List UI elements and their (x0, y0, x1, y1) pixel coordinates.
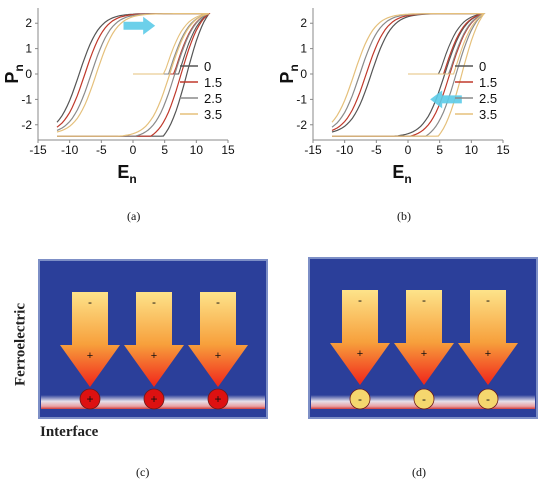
polarization-arrow (330, 290, 390, 385)
x-tick-label: -10 (61, 143, 79, 157)
x-tick-label: 0 (405, 143, 412, 157)
arrow-tail-sign: - (152, 295, 156, 309)
x-tick-label: 10 (465, 143, 479, 157)
y-tick-label: 0 (300, 67, 307, 81)
polarization-arrow (188, 292, 248, 387)
interface-charge-sign: + (214, 392, 221, 406)
interface-charge (349, 388, 371, 410)
y-tick-label: -1 (21, 92, 32, 106)
x-tick-label: -15 (304, 143, 322, 157)
y-axis-label-sub: n (12, 64, 26, 71)
arrow-head-sign: + (87, 350, 93, 362)
y-axis-label: Pn (277, 64, 301, 83)
y-tick-label: 0 (25, 67, 32, 81)
arrow-tail-sign: - (216, 295, 220, 309)
y-tick-label: -1 (296, 92, 307, 106)
interface-charge (79, 388, 101, 410)
interface-charge (413, 388, 435, 410)
legend-label: 1.5 (479, 75, 497, 90)
x-tick-label: 15 (496, 143, 510, 157)
series-initial-3_5 (133, 13, 210, 75)
arrow-head-sign: + (215, 350, 221, 362)
y-tick-label: -2 (21, 118, 32, 132)
interface-charge (143, 388, 165, 410)
y-axis-label-main: P (277, 72, 297, 84)
x-axis-label-sub: n (129, 172, 136, 186)
legend-label: 3.5 (479, 107, 497, 122)
interface-label: Interface (40, 424, 99, 440)
polarization-schematic-c: - + - + - + + + + (38, 259, 268, 419)
trend-arrow (430, 90, 462, 109)
interface-charge (477, 388, 499, 410)
x-tick-label: -15 (29, 143, 47, 157)
ferroelectric-label: Ferroelectric (12, 303, 29, 386)
y-tick-label: 2 (25, 16, 32, 30)
caption-c: (c) (136, 465, 150, 479)
legend-label: 1.5 (204, 75, 222, 90)
x-tick-label: 15 (221, 143, 235, 157)
caption-a: (a) (127, 209, 141, 223)
y-axis-label: Pn (2, 64, 26, 83)
x-axis-label: En (392, 162, 411, 186)
x-axis-label-main: E (392, 162, 404, 182)
polarization-arrow (124, 292, 184, 387)
arrow-tail-sign: - (88, 295, 92, 309)
polarization-arrow (394, 290, 454, 385)
y-axis-label-main: P (2, 72, 22, 84)
arrow-tail-sign: - (422, 293, 426, 307)
polarization-arrow (60, 292, 120, 387)
x-tick-label: -10 (336, 143, 354, 157)
polarization-schematic-d: - + - + - + - - - (308, 257, 538, 419)
interface-charge-sign: - (486, 392, 490, 406)
x-tick-label: 10 (190, 143, 204, 157)
legend-label: 0 (204, 59, 211, 74)
x-axis-label: En (117, 162, 136, 186)
y-axis-label-sub: n (287, 64, 301, 71)
caption-d: (d) (412, 465, 426, 479)
x-axis-label-main: E (117, 162, 129, 182)
legend-label: 2.5 (204, 91, 222, 106)
interface-charge (207, 388, 229, 410)
legend-label: 2.5 (479, 91, 497, 106)
arrow-head-sign: + (151, 350, 157, 362)
x-tick-label: 5 (436, 143, 443, 157)
legend-label: 0 (479, 59, 486, 74)
x-tick-label: 5 (161, 143, 168, 157)
arrow-head-sign: + (485, 348, 491, 360)
interface-charge-sign: - (422, 392, 426, 406)
arrow-tail-sign: - (486, 293, 490, 307)
x-tick-label: -5 (371, 143, 382, 157)
trend-arrow (123, 16, 156, 35)
series-initial-1_5 (408, 13, 485, 75)
interface-charge-sign: + (150, 392, 157, 406)
y-tick-label: 2 (300, 16, 307, 30)
polarization-arrow (458, 290, 518, 385)
y-tick-label: -2 (296, 118, 307, 132)
arrow-head-sign: + (421, 348, 427, 360)
x-tick-label: -5 (96, 143, 107, 157)
x-tick-label: 0 (130, 143, 137, 157)
interface-charge-sign: - (358, 392, 362, 406)
caption-b: (b) (397, 209, 411, 223)
y-tick-label: 1 (25, 42, 32, 56)
legend-label: 3.5 (204, 107, 222, 122)
arrow-head-sign: + (357, 348, 363, 360)
y-tick-label: 1 (300, 42, 307, 56)
x-axis-label-sub: n (404, 172, 411, 186)
series-initial-3_5 (408, 13, 485, 75)
interface-charge-sign: + (86, 392, 93, 406)
arrow-tail-sign: - (358, 293, 362, 307)
